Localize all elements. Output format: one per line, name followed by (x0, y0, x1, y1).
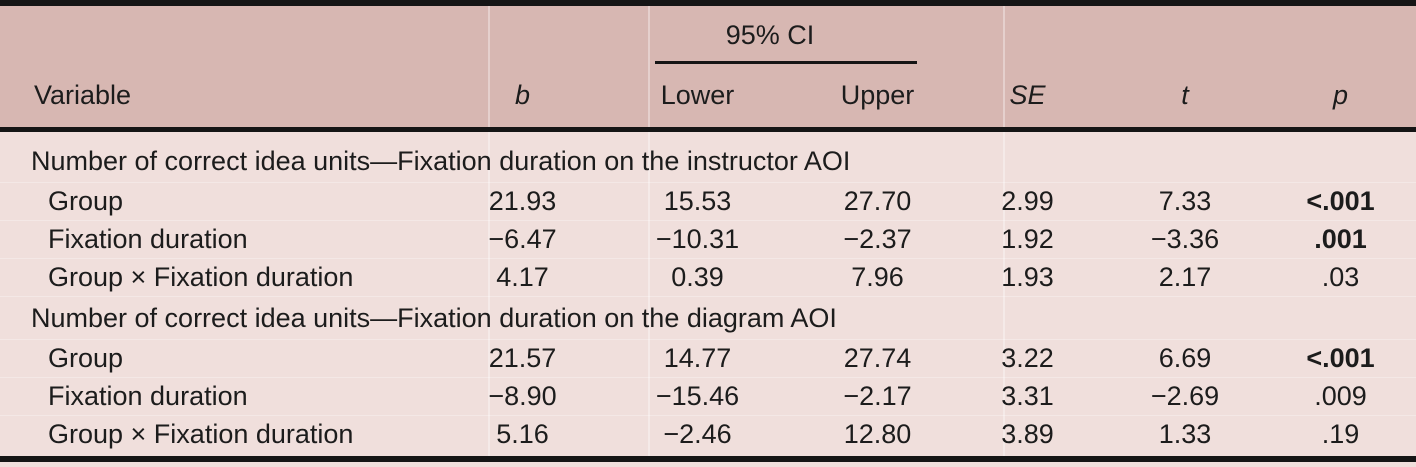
table-row: Fixation duration −6.47 −10.31 −2.37 1.9… (0, 220, 1416, 258)
table-bottom-margin (0, 462, 1416, 467)
col-header-p: p (1332, 80, 1349, 110)
col-header-variable: Variable (34, 80, 132, 110)
spacer-cell (1265, 6, 1416, 64)
table-row: Group 21.93 15.53 27.70 2.99 7.33 <.001 (0, 182, 1416, 220)
column-divider-line (1003, 6, 1005, 456)
section-header-instructor-aoi: Number of correct idea units—Fixation du… (31, 145, 851, 176)
cell-se: 3.89 (1001, 419, 1054, 449)
table-bottom-rule (0, 456, 1416, 462)
cell-se: 2.99 (1001, 186, 1054, 216)
cell-se: 1.93 (1001, 262, 1054, 292)
cell-t: −2.69 (1150, 381, 1220, 411)
ci-group-underline (655, 61, 917, 64)
cell-lower: −15.46 (655, 381, 740, 411)
cell-b: −6.47 (488, 224, 557, 254)
header-labels-row: Variable b Lower Upper SE t p (0, 64, 1416, 127)
table-row: Group × Fixation duration 4.17 0.39 7.96… (0, 258, 1416, 296)
cell-lower: −2.46 (663, 419, 732, 449)
section-header-diagram-aoi: Number of correct idea units—Fixation du… (0, 296, 1416, 339)
cell-upper: −2.37 (843, 224, 912, 254)
cell-b: 4.17 (496, 262, 549, 292)
cell-variable: Group × Fixation duration (48, 262, 354, 292)
col-header-upper: Upper (840, 80, 915, 110)
table-header-divider-rule (0, 127, 1416, 132)
spacer-cell (0, 6, 455, 64)
col-header-se: SE (1009, 80, 1046, 110)
cell-lower: 15.53 (663, 186, 732, 216)
cell-b: 5.16 (496, 419, 549, 449)
cell-lower: 0.39 (671, 262, 724, 292)
cell-upper: 27.70 (843, 186, 912, 216)
table-header: 95% CI Variable b Lower Upper SE t p (0, 6, 1416, 127)
table-row: Fixation duration −8.90 −15.46 −2.17 3.3… (0, 377, 1416, 415)
cell-variable: Group (48, 343, 124, 373)
cell-se: 3.31 (1001, 381, 1054, 411)
table-body: Number of correct idea units—Fixation du… (0, 132, 1416, 456)
cell-variable: Group (48, 186, 124, 216)
ci-group-header: 95% CI (590, 6, 950, 64)
spacer-cell (950, 6, 1105, 64)
cell-b: 21.93 (488, 186, 557, 216)
cell-lower: −10.31 (655, 224, 740, 254)
cell-upper: 12.80 (843, 419, 912, 449)
table-row: Group × Fixation duration 5.16 −2.46 12.… (0, 415, 1416, 453)
cell-b: −8.90 (488, 381, 557, 411)
cell-p: .03 (1321, 262, 1360, 292)
cell-lower: 14.77 (663, 343, 732, 373)
cell-p: <.001 (1306, 343, 1375, 373)
col-header-t: t (1181, 80, 1189, 110)
cell-upper: 7.96 (851, 262, 904, 292)
cell-t: 1.33 (1158, 419, 1212, 449)
table-top-rule (0, 0, 1416, 6)
cell-se: 1.92 (1001, 224, 1054, 254)
spacer-cell (455, 6, 590, 64)
cell-t: 7.33 (1158, 186, 1212, 216)
cell-variable: Group × Fixation duration (48, 419, 354, 449)
ci-group-label: 95% CI (725, 19, 815, 50)
cell-upper: −2.17 (843, 381, 912, 411)
header-spanner-row: 95% CI (0, 6, 1416, 64)
col-header-lower: Lower (660, 80, 735, 110)
cell-p: .19 (1321, 419, 1360, 449)
cell-se: 3.22 (1001, 343, 1054, 373)
table-row: Group 21.57 14.77 27.74 3.22 6.69 <.001 (0, 339, 1416, 377)
cell-b: 21.57 (488, 343, 557, 373)
cell-upper: 27.74 (843, 343, 912, 373)
column-divider-line (488, 6, 490, 456)
cell-t: 6.69 (1158, 343, 1212, 373)
cell-t: −3.36 (1150, 224, 1220, 254)
spacer-cell (1105, 6, 1265, 64)
column-divider-line (648, 6, 650, 456)
col-header-b: b (514, 80, 531, 110)
cell-p: <.001 (1306, 186, 1375, 216)
cell-variable: Fixation duration (48, 224, 248, 254)
cell-variable: Fixation duration (48, 381, 248, 411)
cell-p: .001 (1314, 224, 1367, 254)
cell-p: .009 (1314, 381, 1367, 411)
cell-t: 2.17 (1158, 262, 1212, 292)
